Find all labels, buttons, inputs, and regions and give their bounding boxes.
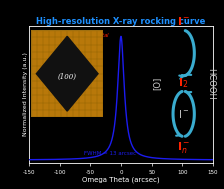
Text: I$_2$: I$_2$	[179, 77, 189, 90]
Y-axis label: Normalized Intensity (a.u.): Normalized Intensity (a.u.)	[23, 53, 28, 136]
Polygon shape	[36, 36, 98, 111]
Title: High-resolution X-ray rocking curve: High-resolution X-ray rocking curve	[36, 17, 206, 26]
X-axis label: Omega Theta (arcsec): Omega Theta (arcsec)	[82, 177, 160, 183]
Text: I$^-$: I$^-$	[177, 15, 190, 27]
Text: I$^-$: I$^-$	[178, 108, 189, 120]
Text: HCOOH: HCOOH	[206, 67, 215, 99]
Text: I$_n^-$: I$_n^-$	[177, 140, 190, 155]
Text: [O]: [O]	[153, 77, 162, 90]
Text: CH$_3$NH$_3$PbI$_3$ Single Crystal: CH$_3$NH$_3$PbI$_3$ Single Crystal	[37, 31, 111, 40]
Text: FWHM = 13 arcsec: FWHM = 13 arcsec	[84, 151, 136, 156]
Text: (100): (100)	[58, 73, 77, 81]
